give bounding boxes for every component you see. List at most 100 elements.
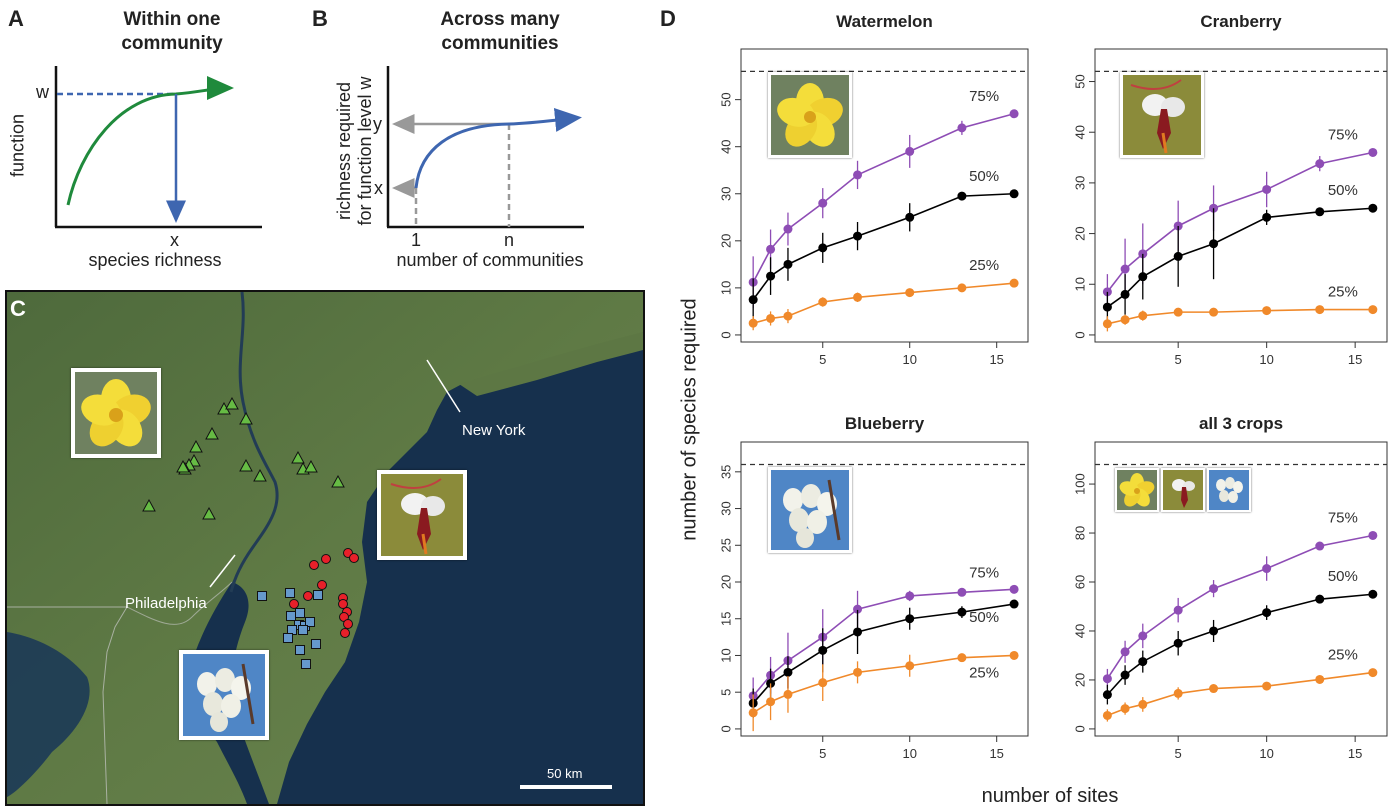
- series-label: 50%: [969, 609, 999, 626]
- data-point: [1120, 315, 1130, 325]
- blueberry-flower-icon: [183, 654, 265, 736]
- y-tick-label: 20: [1072, 226, 1087, 240]
- data-point: [1102, 674, 1112, 684]
- data-point: [766, 697, 776, 707]
- data-point: [1102, 710, 1112, 720]
- data-point: [1009, 189, 1019, 199]
- data-point: [957, 123, 967, 133]
- y-tick-label: 0: [718, 725, 733, 732]
- series-line: [1106, 593, 1373, 696]
- y-tick-label: 25: [718, 538, 733, 552]
- blueberry-photo: [179, 650, 269, 740]
- series-label: 75%: [1328, 509, 1358, 526]
- series-label: 75%: [969, 564, 999, 581]
- map-state-border: [7, 606, 128, 804]
- x-tick-label: 5: [819, 352, 826, 367]
- map-region-outline: [126, 581, 233, 625]
- data-point: [1262, 564, 1272, 574]
- watermelon-site-marker: [304, 459, 318, 473]
- data-point: [1209, 626, 1219, 636]
- chart-title: Blueberry: [845, 414, 925, 433]
- chart-panel: Cranberry 0 10 20 30 40 50 5 10 15 75% 50% 25%: [1072, 12, 1388, 367]
- y-tick-label: 0: [1072, 725, 1087, 732]
- y-tick-label: 20: [718, 234, 733, 248]
- series-label: 75%: [1328, 126, 1358, 143]
- data-point: [1315, 305, 1325, 315]
- y-tick-label: 100: [1072, 473, 1087, 495]
- data-point: [766, 313, 776, 323]
- data-point: [766, 244, 776, 254]
- all-crops-watermelon-icon: [1117, 470, 1157, 510]
- data-point: [853, 604, 863, 614]
- y-tick-label: 0: [718, 331, 733, 338]
- series-line: [1106, 151, 1374, 293]
- panel-b-title: Across many communities: [390, 8, 610, 56]
- chart-cranberry-flower-icon: [1123, 75, 1201, 155]
- blueberry-site-marker: [301, 659, 311, 669]
- cranberry-site-marker: [317, 580, 327, 590]
- series-label: 25%: [969, 664, 999, 681]
- blueberry-site-marker: [286, 611, 296, 621]
- data-point: [1173, 688, 1183, 698]
- data-point: [905, 212, 915, 222]
- panel-letter-b: B: [312, 6, 328, 31]
- map-panel: New York Philadelphia 50 km: [5, 290, 645, 806]
- series-label: 25%: [969, 257, 999, 274]
- map-phl-pointer: [209, 554, 236, 588]
- data-point: [783, 689, 793, 699]
- map-river: [229, 292, 279, 593]
- data-point: [1368, 530, 1378, 540]
- cranberry-site-marker: [321, 554, 331, 564]
- panel-d-xlabel: number of sites: [981, 785, 1119, 807]
- data-point: [905, 661, 915, 671]
- y-tick-label: 30: [718, 501, 733, 515]
- series-label: 50%: [1328, 568, 1358, 585]
- data-point: [905, 146, 915, 156]
- panel-a-function-curve: [66, 76, 234, 206]
- y-tick-label: 10: [718, 281, 733, 295]
- y-tick-label: 5: [718, 689, 733, 696]
- x-tick-label: 5: [1175, 352, 1182, 367]
- data-point: [1262, 306, 1272, 316]
- y-tick-label: 10: [1072, 277, 1087, 291]
- data-point: [1009, 650, 1019, 660]
- data-point: [1262, 212, 1272, 222]
- panel-letter-c: C: [10, 296, 26, 321]
- cranberry-site-marker: [289, 599, 299, 609]
- chart-frame: [740, 48, 1029, 343]
- chart-frame: [1094, 441, 1388, 737]
- map-land-main: [7, 292, 643, 804]
- all-crops-cranberry-photo: [1161, 468, 1205, 512]
- series-line: [1107, 308, 1373, 325]
- cranberry-flower-icon: [381, 474, 463, 556]
- watermelon-site-marker: [291, 450, 305, 464]
- data-point: [1102, 690, 1112, 700]
- data-point: [783, 259, 793, 269]
- data-point: [957, 191, 967, 201]
- x-tick-label: 15: [1348, 746, 1362, 761]
- all-crops-blueberry-photo: [1207, 468, 1251, 512]
- data-point: [748, 295, 758, 305]
- blueberry-site-marker: [295, 645, 305, 655]
- data-point: [1009, 109, 1019, 119]
- cranberry-photo: [377, 470, 467, 560]
- chart-title: Cranberry: [1200, 12, 1282, 31]
- panel-a-xlabel: species richness: [88, 250, 222, 270]
- blueberry-site-marker: [257, 591, 267, 601]
- chart-watermelon-flower-icon: [771, 75, 849, 155]
- data-point: [1315, 159, 1325, 169]
- data-point: [1009, 599, 1019, 609]
- data-point: [1120, 289, 1130, 299]
- watermelon-flower-icon: [75, 372, 157, 454]
- panel-letter-a: A: [8, 6, 24, 31]
- data-point: [1368, 305, 1378, 315]
- data-point: [1315, 541, 1325, 551]
- data-point: [1209, 307, 1219, 317]
- data-point: [1209, 684, 1219, 694]
- panel-a-w-label: w: [36, 82, 49, 102]
- data-point: [957, 587, 967, 597]
- series-75pct: 75%: [1102, 126, 1378, 310]
- data-point: [818, 243, 828, 253]
- watermelon-site-marker: [176, 459, 190, 473]
